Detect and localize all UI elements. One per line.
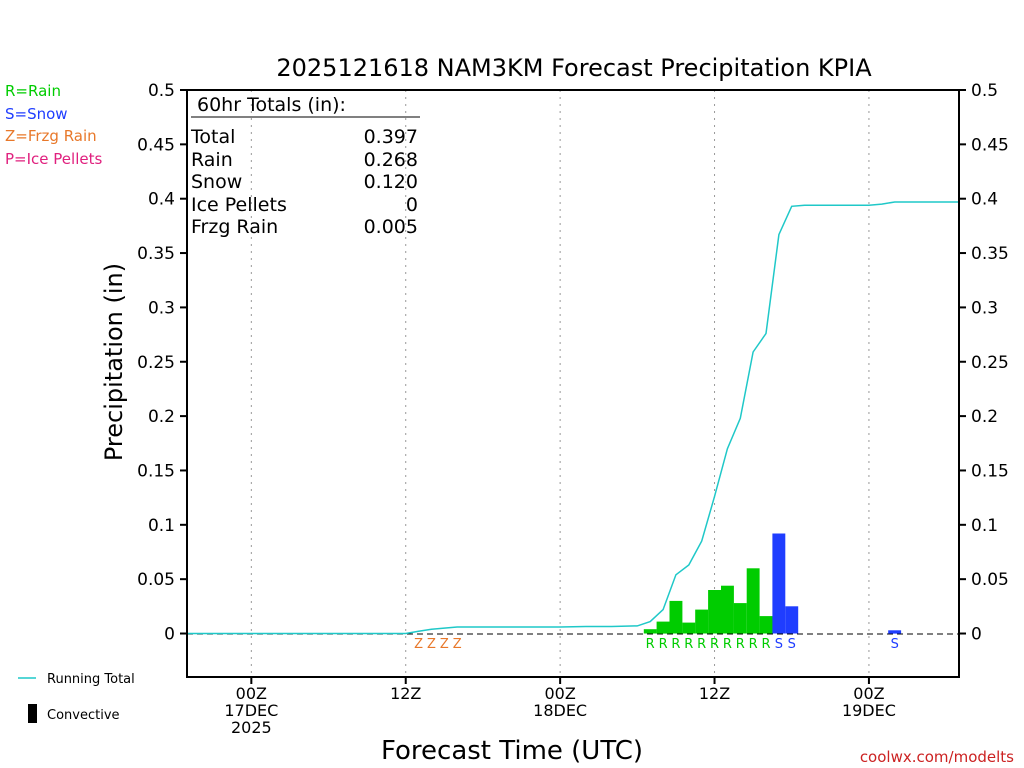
precip-bar bbox=[708, 590, 721, 634]
y-tick-label-right: 0.1 bbox=[971, 516, 998, 536]
precip-bar bbox=[888, 630, 902, 634]
totals-heading: 60hr Totals (in): bbox=[197, 94, 346, 116]
x-tick-label: 17DEC bbox=[224, 701, 278, 720]
y-tick-label-left: 0.4 bbox=[148, 190, 175, 210]
y-tick-label-right: 0.4 bbox=[971, 190, 998, 210]
precip-type-letter: R bbox=[723, 637, 732, 652]
precip-bar bbox=[721, 585, 734, 634]
precip-bar bbox=[759, 616, 773, 634]
precip-type-letter: S bbox=[891, 637, 899, 652]
convective-legend-label: Convective bbox=[47, 708, 120, 723]
totals-ice-value: 0 bbox=[406, 194, 418, 216]
legend-snow: S=Snow bbox=[5, 105, 68, 123]
x-tick-label: 18DEC bbox=[533, 701, 587, 720]
precip-bars bbox=[643, 533, 902, 634]
totals-ice-label: Ice Pellets bbox=[191, 194, 287, 216]
precip-type-letter: S bbox=[788, 637, 796, 652]
x-tick-label: 00Z bbox=[544, 684, 575, 703]
precip-type-letter: R bbox=[710, 637, 719, 652]
y-tick-label-right: 0.25 bbox=[971, 353, 1009, 373]
totals-frzg-label: Frzg Rain bbox=[191, 216, 278, 238]
y-axis-ticks: 0 0 0.05 0.05 0.1 0.1 0.15 0.15 0.2 0.2 0.25 0.25 0.… bbox=[137, 81, 1009, 645]
y-tick-label-right: 0.3 bbox=[971, 298, 998, 318]
y-tick-label-right: 0.15 bbox=[971, 461, 1009, 481]
y-tick-label-left: 0.35 bbox=[137, 244, 175, 264]
convective-legend-swatch bbox=[28, 704, 37, 723]
totals-snow-value: 0.120 bbox=[364, 171, 418, 193]
precip-type-letter: R bbox=[671, 637, 680, 652]
y-tick-label-left: 0.05 bbox=[137, 570, 175, 590]
precip-type-letter: R bbox=[684, 637, 693, 652]
y-tick-label-right: 0.5 bbox=[971, 81, 998, 101]
chart-title: 2025121618 NAM3KM Forecast Precipitation… bbox=[276, 54, 872, 82]
precip-type-letter: Z bbox=[453, 637, 462, 652]
y-tick-label-left: 0.15 bbox=[137, 461, 175, 481]
precip-type-letter: R bbox=[646, 637, 655, 652]
y-tick-label-right: 0.35 bbox=[971, 244, 1009, 264]
x-tick-label: 00Z bbox=[853, 684, 884, 703]
x-tick-label: 12Z bbox=[699, 684, 730, 703]
legend-frzg-rain: Z=Frzg Rain bbox=[5, 127, 97, 145]
precip-type-letter: S bbox=[775, 637, 783, 652]
totals-box: 60hr Totals (in): Total 0.397 Rain 0.268… bbox=[190, 94, 420, 238]
x-tick-label: 19DEC bbox=[842, 701, 896, 720]
precip-type-letter: Z bbox=[440, 637, 449, 652]
precip-type-letter: R bbox=[697, 637, 706, 652]
x-tick-label: 12Z bbox=[390, 684, 421, 703]
y-tick-label-right: 0 bbox=[971, 625, 982, 645]
precip-type-letter: Z bbox=[414, 637, 423, 652]
running-total-legend-label: Running Total bbox=[47, 672, 135, 687]
y-tick-label-right: 0.45 bbox=[971, 135, 1009, 155]
precip-type-letter: Z bbox=[427, 637, 436, 652]
y-tick-label-left: 0.25 bbox=[137, 353, 175, 373]
credit-text: coolwx.com/modelts bbox=[860, 748, 1014, 766]
legend-ice-pellets: P=Ice Pellets bbox=[5, 150, 102, 168]
x-axis-label: Forecast Time (UTC) bbox=[381, 736, 643, 766]
y-tick-label-left: 0.3 bbox=[148, 298, 175, 318]
precip-bar bbox=[733, 603, 747, 634]
totals-snow-label: Snow bbox=[191, 171, 242, 193]
precip-type-letter: R bbox=[749, 637, 758, 652]
totals-rain-label: Rain bbox=[191, 149, 233, 171]
precip-type-letter: R bbox=[736, 637, 745, 652]
legend-rain: R=Rain bbox=[5, 82, 61, 100]
totals-total-value: 0.397 bbox=[364, 126, 418, 148]
y-tick-label-right: 0.05 bbox=[971, 570, 1009, 590]
precip-bar bbox=[695, 609, 709, 634]
precip-bar bbox=[669, 600, 683, 634]
precip-bar bbox=[656, 621, 670, 634]
precip-type-letter: R bbox=[659, 637, 668, 652]
running-total-line bbox=[187, 201, 959, 635]
plot-frame bbox=[186, 89, 960, 678]
precip-bar bbox=[746, 568, 760, 634]
precip-bar bbox=[772, 533, 786, 634]
y-axis-label: Precipitation (in) bbox=[100, 263, 128, 461]
y-tick-label-left: 0.45 bbox=[137, 135, 175, 155]
y-tick-label-left: 0.1 bbox=[148, 516, 175, 536]
precip-bar bbox=[682, 622, 696, 634]
y-tick-label-left: 0.5 bbox=[148, 81, 175, 101]
precip-bar bbox=[785, 606, 799, 634]
totals-total-label: Total bbox=[190, 126, 235, 148]
precip-type-letter: R bbox=[761, 637, 770, 652]
y-tick-label-right: 0.2 bbox=[971, 407, 998, 427]
y-tick-label-left: 0 bbox=[164, 625, 175, 645]
totals-frzg-value: 0.005 bbox=[364, 216, 418, 238]
x-tick-label: 2025 bbox=[231, 718, 272, 737]
x-tick-label: 00Z bbox=[236, 684, 267, 703]
precip-bar bbox=[643, 629, 657, 634]
y-tick-label-left: 0.2 bbox=[148, 407, 175, 427]
totals-rain-value: 0.268 bbox=[364, 149, 418, 171]
